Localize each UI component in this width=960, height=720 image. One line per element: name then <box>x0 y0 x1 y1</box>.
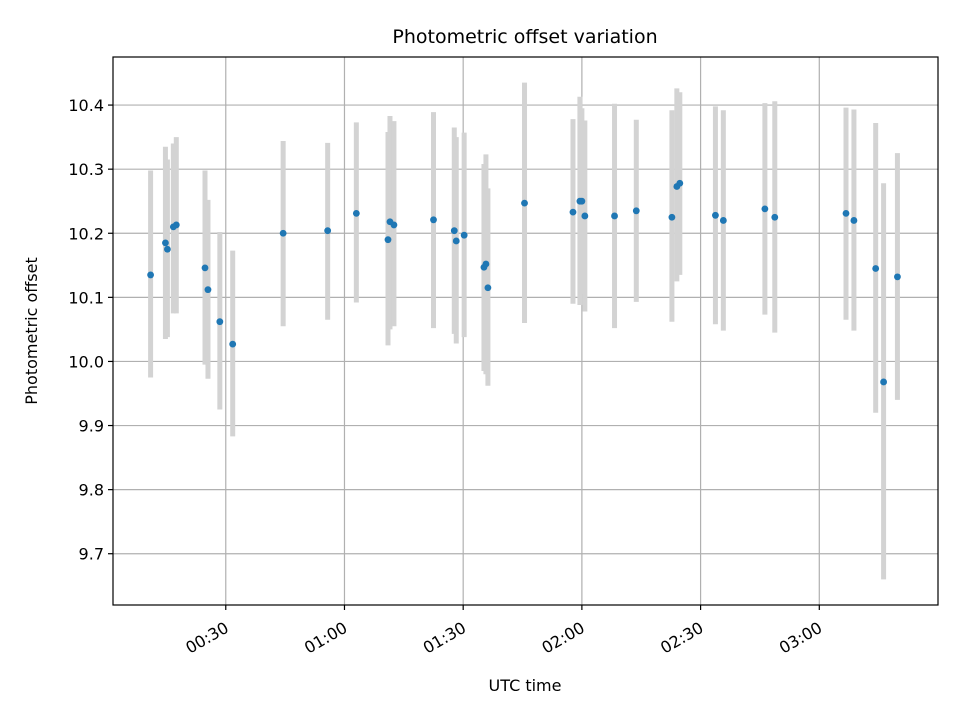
data-point <box>850 217 858 224</box>
data-point <box>894 273 901 281</box>
data-point <box>484 284 492 292</box>
data-point <box>569 208 577 216</box>
data-point <box>578 197 586 205</box>
y-tick-label: 10.4 <box>68 96 104 115</box>
y-tick-label: 10.3 <box>68 160 104 179</box>
y-tick-label: 10.2 <box>68 224 104 243</box>
data-point <box>229 340 237 348</box>
data-point <box>450 227 458 235</box>
data-point <box>482 260 490 268</box>
data-point <box>460 231 468 239</box>
data-point <box>712 211 719 219</box>
y-axis-title: Photometric offset <box>22 257 41 405</box>
data-point <box>216 318 224 326</box>
data-point <box>324 227 332 235</box>
data-point <box>761 205 769 213</box>
data-point <box>581 212 589 220</box>
chart-title: Photometric offset variation <box>392 26 657 48</box>
data-point <box>352 209 360 217</box>
data-point <box>201 264 209 272</box>
y-tick-label: 9.7 <box>79 545 104 564</box>
data-point <box>521 199 528 207</box>
data-point <box>164 245 171 253</box>
data-point <box>390 221 398 229</box>
data-point <box>279 229 287 237</box>
data-point <box>771 213 779 221</box>
data-point <box>632 207 640 215</box>
data-point <box>147 271 154 279</box>
data-point <box>719 217 727 224</box>
y-tick-label: 10.0 <box>68 352 104 371</box>
data-point <box>384 236 392 244</box>
y-tick-label: 10.1 <box>68 288 104 307</box>
data-point <box>452 237 460 245</box>
y-tick-label: 9.8 <box>79 481 104 500</box>
data-points <box>147 179 901 386</box>
data-point <box>676 179 684 187</box>
data-point <box>842 209 850 217</box>
data-point <box>611 212 618 220</box>
data-point <box>204 286 212 294</box>
data-point <box>430 216 437 224</box>
y-tick-label: 9.9 <box>79 417 104 436</box>
data-point <box>172 221 180 229</box>
data-point <box>162 239 169 247</box>
plot-frame <box>112 56 939 606</box>
x-axis-title: UTC time <box>489 676 562 695</box>
data-point <box>872 265 880 272</box>
data-point <box>880 378 887 386</box>
data-point <box>668 213 676 221</box>
